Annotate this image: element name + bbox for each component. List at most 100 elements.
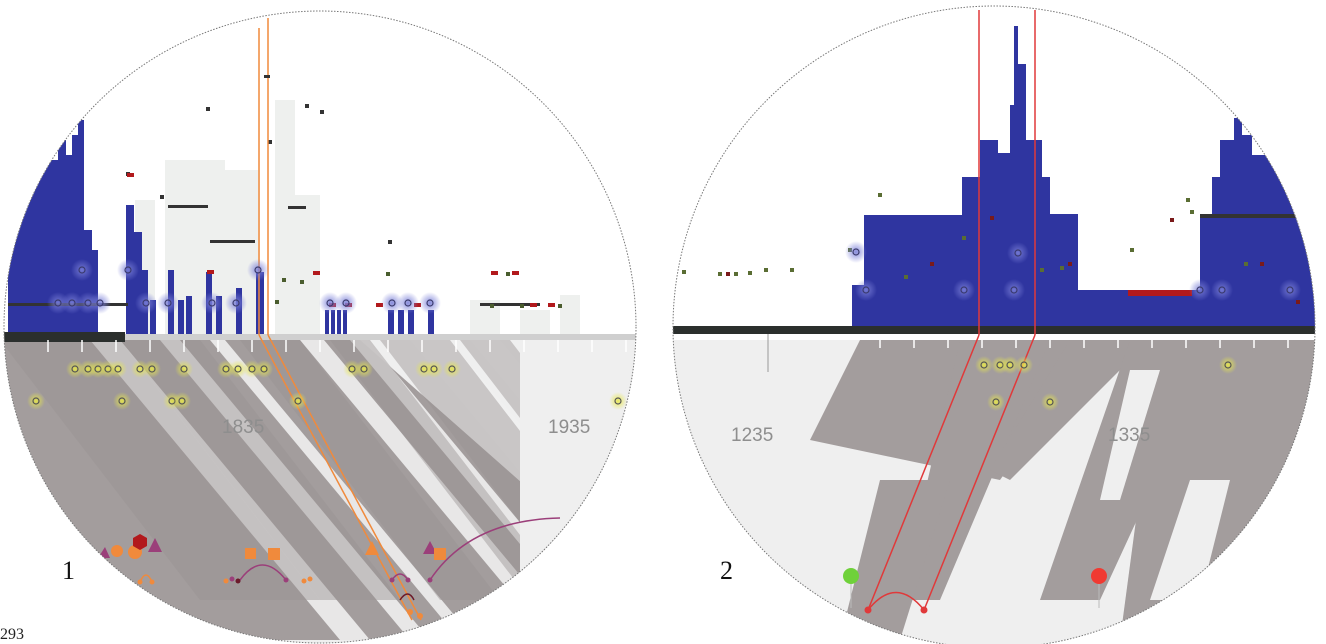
glow-marker	[1189, 279, 1211, 301]
event-dot	[388, 240, 392, 244]
glow-marker	[61, 292, 83, 314]
histogram-bar	[980, 140, 998, 334]
event-dot	[1130, 248, 1134, 252]
glow-marker-core	[1218, 286, 1226, 294]
histogram-bar	[216, 296, 222, 335]
glow-marker	[1211, 279, 1233, 301]
glow-marker	[443, 360, 461, 378]
shadow-gap	[1100, 370, 1160, 500]
glow-marker-core	[1010, 286, 1018, 294]
histogram-bar	[337, 310, 341, 335]
event-dot	[268, 140, 272, 144]
histogram-bar	[1014, 26, 1018, 334]
year-label: 1235	[731, 425, 773, 446]
event-dot	[930, 262, 934, 266]
pale-bar	[295, 195, 320, 335]
glow-marker	[71, 259, 93, 281]
shadow-streak	[840, 480, 950, 640]
glow-marker-core	[1224, 361, 1232, 369]
glow-marker-core	[96, 299, 104, 307]
glow-marker-core	[360, 365, 368, 373]
event-dot	[206, 107, 210, 111]
shape-markers-1	[98, 534, 446, 560]
histogram-bar	[256, 272, 264, 335]
glow-marker	[381, 292, 403, 314]
histogram-bar	[48, 160, 58, 335]
event-dot	[878, 193, 882, 197]
glow-marker-core	[71, 365, 79, 373]
glow-marker-core	[1014, 249, 1022, 257]
histogram-bar	[92, 250, 98, 335]
event-dot	[734, 272, 738, 276]
glow-marker	[355, 360, 373, 378]
glow-marker-core	[254, 266, 262, 274]
event-dot	[386, 272, 390, 276]
glow-marker	[255, 360, 273, 378]
histogram-2	[682, 26, 1315, 334]
ground-segment	[673, 326, 1315, 334]
glow-marker	[143, 360, 161, 378]
glow-marker-core	[1286, 286, 1294, 294]
range-line	[480, 303, 540, 306]
range-line	[1200, 214, 1310, 218]
histogram-bar	[428, 310, 434, 335]
histogram-bar	[1042, 177, 1050, 334]
glow-marker-core	[178, 397, 186, 405]
glow-marker	[89, 292, 111, 314]
histogram-bar	[1192, 290, 1200, 334]
glow-marker	[225, 292, 247, 314]
year-label: 1835	[222, 417, 264, 438]
axis-ticks-1	[47, 340, 627, 352]
histogram-bar	[1018, 64, 1026, 334]
event-dot	[1296, 300, 1300, 304]
event-dot	[764, 268, 768, 272]
histogram-bar	[38, 150, 48, 335]
event-dot	[127, 173, 134, 177]
glow-marker	[113, 392, 131, 410]
histogram-bar	[150, 300, 156, 335]
glow-marker	[175, 360, 193, 378]
event-dot	[376, 303, 383, 307]
lens-border	[672, 5, 1316, 644]
glow-marker-core	[148, 365, 156, 373]
page-number: 293	[0, 626, 24, 643]
event-dot	[990, 216, 994, 220]
ground-segment	[4, 332, 125, 342]
glow-marker	[229, 360, 247, 378]
glow-marker-core	[234, 365, 242, 373]
event-dot	[512, 271, 519, 275]
histogram-bar	[331, 310, 335, 335]
highlight-lines-1	[258, 18, 422, 621]
event-dot	[1040, 268, 1044, 272]
event-dot	[506, 272, 510, 276]
glow-marker-core	[404, 299, 412, 307]
glow-marker-core	[980, 361, 988, 369]
glow-marker	[425, 360, 443, 378]
histogram-bar	[343, 310, 347, 335]
histogram-bar	[134, 232, 142, 335]
glow-marker	[1001, 356, 1019, 374]
glow-marker-core	[32, 397, 40, 405]
glow-marker-core	[960, 286, 968, 294]
glow-marker-core	[326, 299, 334, 307]
pin-marker-icon	[843, 568, 859, 584]
glow-marker-core	[232, 299, 240, 307]
glow-marker-core	[118, 397, 126, 405]
square-marker-icon	[245, 548, 256, 559]
event-dot	[320, 110, 324, 114]
event-dot	[1068, 262, 1072, 266]
range-line	[210, 240, 255, 243]
glow-marker	[419, 292, 441, 314]
glow-marker-core	[430, 365, 438, 373]
event-dot	[682, 270, 686, 274]
shadow-gap	[300, 340, 574, 640]
event-dot	[207, 270, 214, 274]
hexagon-marker-icon	[133, 534, 147, 550]
shadow-streak	[4, 340, 320, 600]
glow-marker-core	[862, 286, 870, 294]
glow-marker	[109, 360, 127, 378]
glow-marker-core	[992, 398, 1000, 406]
event-dot	[726, 272, 730, 276]
event-dot	[530, 303, 537, 307]
